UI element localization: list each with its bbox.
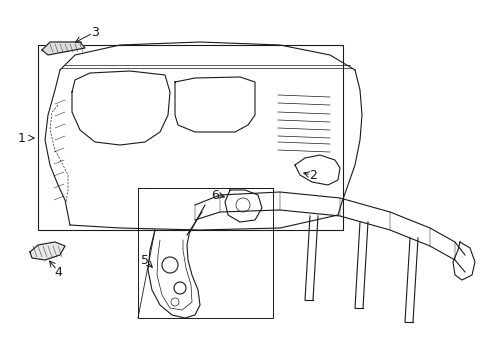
Text: 3: 3 [91, 26, 99, 39]
Text: 4: 4 [54, 266, 62, 279]
Text: 5: 5 [141, 253, 149, 266]
Bar [138, 188, 273, 318]
Text: 2: 2 [309, 168, 317, 181]
Text: 1: 1 [18, 131, 26, 144]
Polygon shape [30, 242, 65, 260]
Polygon shape [42, 42, 85, 55]
Text: 6: 6 [211, 189, 219, 202]
